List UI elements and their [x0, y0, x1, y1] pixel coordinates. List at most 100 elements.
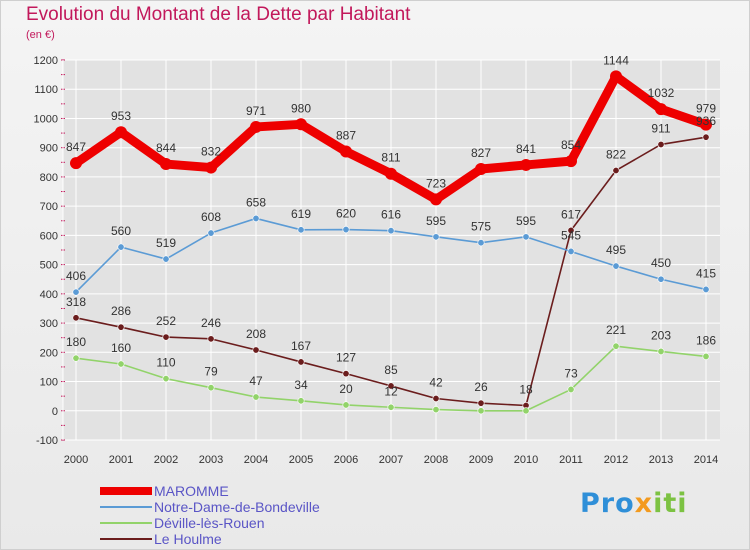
- data-point-le_houlme: [342, 370, 350, 378]
- data-label-le_houlme: 936: [696, 114, 716, 128]
- data-point-notre_dame: [297, 226, 305, 234]
- data-label-maromme: 811: [381, 151, 400, 165]
- data-point-notre_dame: [612, 262, 620, 270]
- data-point-le_houlme: [207, 335, 215, 343]
- chart-title: Evolution du Montant de la Dette par Hab…: [26, 4, 411, 25]
- y-tick-label: 600: [40, 230, 58, 242]
- data-point-le_houlme: [657, 140, 665, 148]
- x-tick-label: 2007: [379, 454, 403, 466]
- data-point-deville: [72, 354, 80, 362]
- legend-swatch-le-houlme: [100, 538, 152, 540]
- data-label-notre_dame: 595: [426, 214, 446, 228]
- data-point-le_houlme: [612, 166, 620, 174]
- data-point-deville: [702, 352, 710, 360]
- y-tick-label: 200: [40, 347, 58, 359]
- data-label-maromme: 887: [336, 128, 356, 142]
- data-point-maromme: [655, 103, 667, 116]
- proxiti-logo: Proxiti: [580, 488, 688, 519]
- data-label-le_houlme: 42: [429, 375, 443, 389]
- data-label-notre_dame: 608: [201, 210, 221, 224]
- data-label-le_houlme: 252: [156, 314, 176, 328]
- legend-swatch-maromme: [100, 487, 152, 495]
- chart-subtitle: (en €): [26, 29, 55, 41]
- data-point-deville: [432, 406, 440, 414]
- data-point-le_houlme: [477, 399, 485, 407]
- y-tick-label: 1100: [34, 84, 58, 96]
- data-label-le_houlme: 26: [474, 380, 488, 394]
- legend-item-notre-dame: Notre-Dame-de-Bondeville: [100, 499, 320, 515]
- data-point-notre_dame: [477, 239, 485, 247]
- data-label-le_houlme: 208: [246, 327, 266, 341]
- data-label-notre_dame: 560: [111, 224, 131, 238]
- y-tick-label: -100: [36, 435, 58, 447]
- data-label-deville: 34: [294, 378, 308, 392]
- data-label-notre_dame: 575: [471, 220, 491, 234]
- legend-swatch-notre-dame: [100, 506, 152, 508]
- data-point-le_houlme: [162, 333, 170, 341]
- data-label-deville: 203: [651, 328, 671, 342]
- data-label-le_houlme: 85: [384, 363, 398, 377]
- y-tick-label: 100: [40, 377, 58, 389]
- data-label-le_houlme: 246: [201, 316, 221, 330]
- legend-item-deville: Déville-lès-Rouen: [100, 515, 320, 531]
- data-point-maromme: [475, 163, 487, 176]
- data-label-maromme: 832: [201, 145, 221, 159]
- x-tick-label: 2011: [559, 454, 583, 466]
- data-label-le_houlme: 822: [606, 147, 626, 161]
- data-point-notre_dame: [342, 226, 350, 234]
- data-point-maromme: [430, 193, 442, 206]
- data-point-maromme: [340, 145, 352, 158]
- data-point-notre_dame: [207, 229, 215, 237]
- legend-label-maromme: MAROMME: [154, 483, 229, 499]
- data-label-deville: 20: [339, 382, 353, 396]
- x-tick-label: 2005: [289, 454, 313, 466]
- data-label-deville: 180: [66, 335, 86, 349]
- x-tick-label: 2009: [469, 454, 493, 466]
- chart-legend: MAROMME Notre-Dame-de-Bondeville Déville…: [100, 483, 320, 547]
- legend-item-maromme: MAROMME: [100, 483, 320, 499]
- data-point-maromme: [160, 158, 172, 171]
- data-point-maromme: [250, 120, 262, 133]
- x-tick-label: 2001: [109, 454, 133, 466]
- data-point-deville: [117, 360, 125, 368]
- data-point-maromme: [70, 157, 82, 170]
- data-point-maromme: [205, 161, 217, 174]
- data-label-deville: 160: [111, 341, 131, 355]
- y-tick-label: 1200: [34, 55, 58, 67]
- data-point-deville: [657, 347, 665, 355]
- x-tick-label: 2014: [694, 454, 718, 466]
- data-point-deville: [342, 401, 350, 409]
- y-tick-label: 800: [40, 172, 58, 184]
- data-label-maromme: 827: [471, 146, 491, 160]
- data-label-notre_dame: 495: [606, 243, 626, 257]
- y-tick-label: 900: [40, 143, 58, 155]
- data-point-maromme: [385, 167, 397, 180]
- data-label-deville: 110: [156, 356, 175, 370]
- data-label-maromme: 854: [561, 138, 581, 152]
- data-point-le_houlme: [702, 133, 710, 141]
- data-label-deville: 12: [384, 384, 398, 398]
- data-point-le_houlme: [252, 346, 260, 354]
- data-point-le_houlme: [72, 314, 80, 322]
- data-label-le_houlme: 911: [651, 121, 670, 135]
- data-label-notre_dame: 658: [246, 195, 266, 209]
- data-point-deville: [207, 384, 215, 392]
- legend-item-le-houlme: Le Houlme: [100, 531, 320, 547]
- data-point-notre_dame: [567, 247, 575, 255]
- data-point-deville: [522, 407, 530, 415]
- data-label-notre_dame: 415: [696, 266, 716, 280]
- data-point-notre_dame: [252, 214, 260, 222]
- x-tick-label: 2006: [334, 454, 358, 466]
- data-point-maromme: [295, 118, 307, 131]
- x-tick-label: 2003: [199, 454, 223, 466]
- legend-label-notre-dame: Notre-Dame-de-Bondeville: [154, 499, 320, 515]
- data-label-le_houlme: 617: [561, 207, 581, 221]
- data-label-deville: 221: [606, 323, 626, 337]
- data-point-deville: [567, 385, 575, 393]
- data-label-maromme: 1032: [648, 86, 675, 100]
- data-point-le_houlme: [567, 226, 575, 234]
- data-point-notre_dame: [387, 227, 395, 235]
- data-label-maromme: 841: [516, 142, 536, 156]
- data-label-deville: 186: [696, 333, 716, 347]
